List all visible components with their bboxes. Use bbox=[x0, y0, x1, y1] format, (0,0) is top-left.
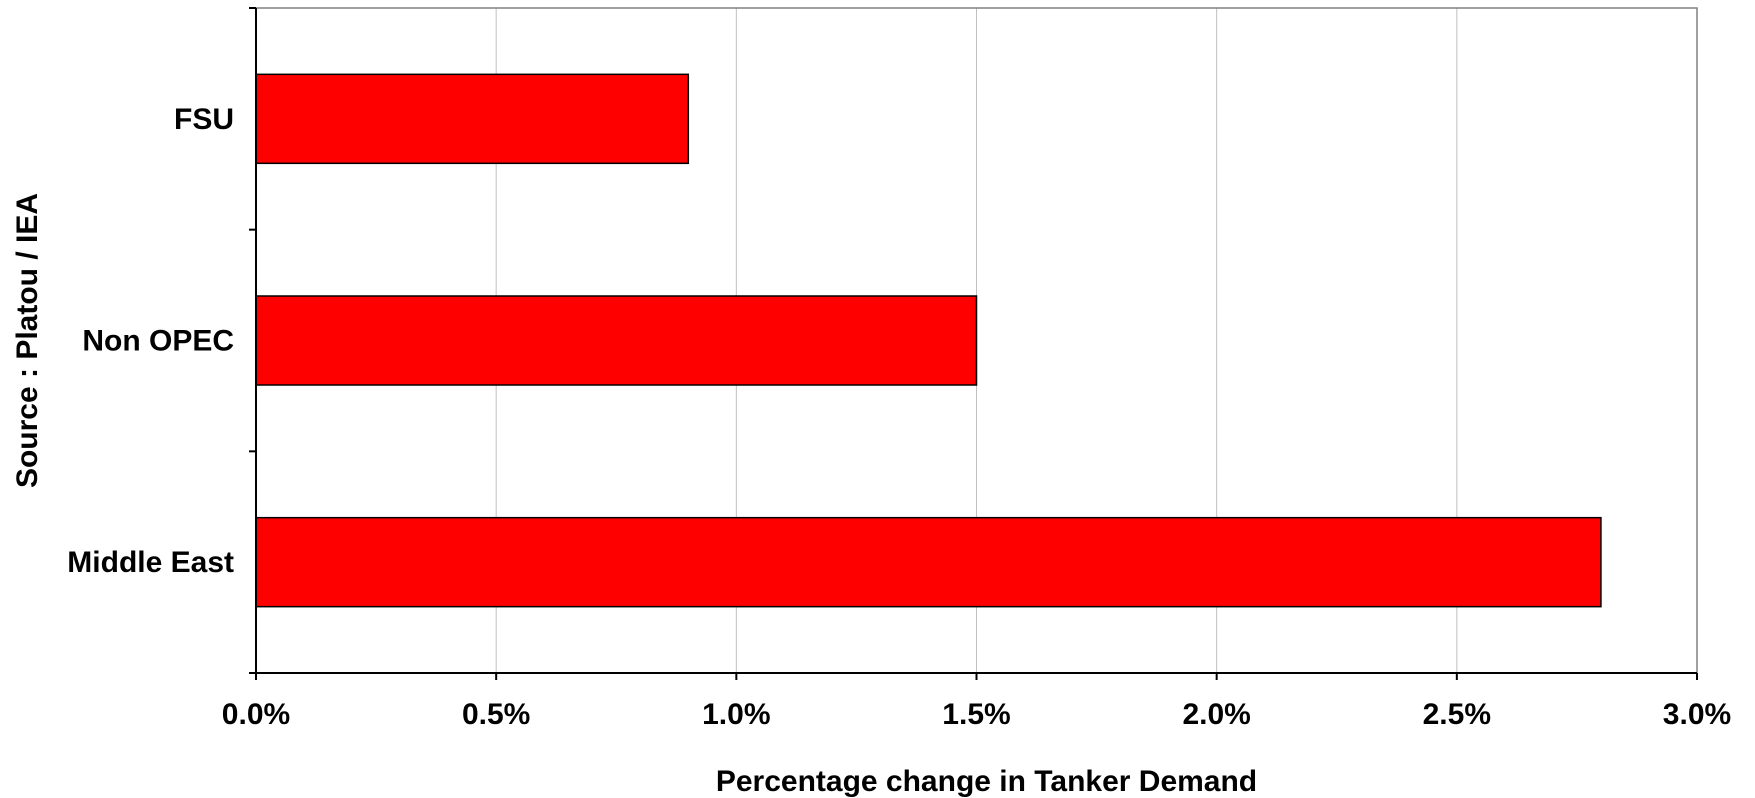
x-tick-label: 2.5% bbox=[1423, 698, 1491, 731]
x-tick-label: 2.0% bbox=[1182, 698, 1250, 731]
bar-non-opec bbox=[255, 295, 978, 386]
bar-middle-east bbox=[255, 516, 1602, 608]
category-label: Middle East bbox=[67, 546, 234, 579]
x-axis-title: Percentage change in Tanker Demand bbox=[716, 765, 1257, 798]
x-tick-label: 3.0% bbox=[1663, 698, 1731, 731]
x-tick-label: 0.0% bbox=[222, 698, 290, 731]
category-label: FSU bbox=[174, 103, 234, 136]
x-tick-label: 1.0% bbox=[702, 698, 770, 731]
y-axis-title: Source : Platou / IEA bbox=[11, 193, 44, 488]
x-tick-labels: 0.0% 0.5% 1.0% 1.5% 2.0% 2.5% 3.0% bbox=[222, 698, 1731, 731]
category-label: Non OPEC bbox=[82, 325, 234, 358]
axes bbox=[249, 7, 1698, 680]
bar-fsu bbox=[255, 73, 690, 165]
bars bbox=[255, 73, 1602, 608]
x-tick-label: 0.5% bbox=[462, 698, 530, 731]
category-labels: FSU Non OPEC Middle East bbox=[67, 103, 234, 579]
x-tick-label: 1.5% bbox=[942, 698, 1010, 731]
